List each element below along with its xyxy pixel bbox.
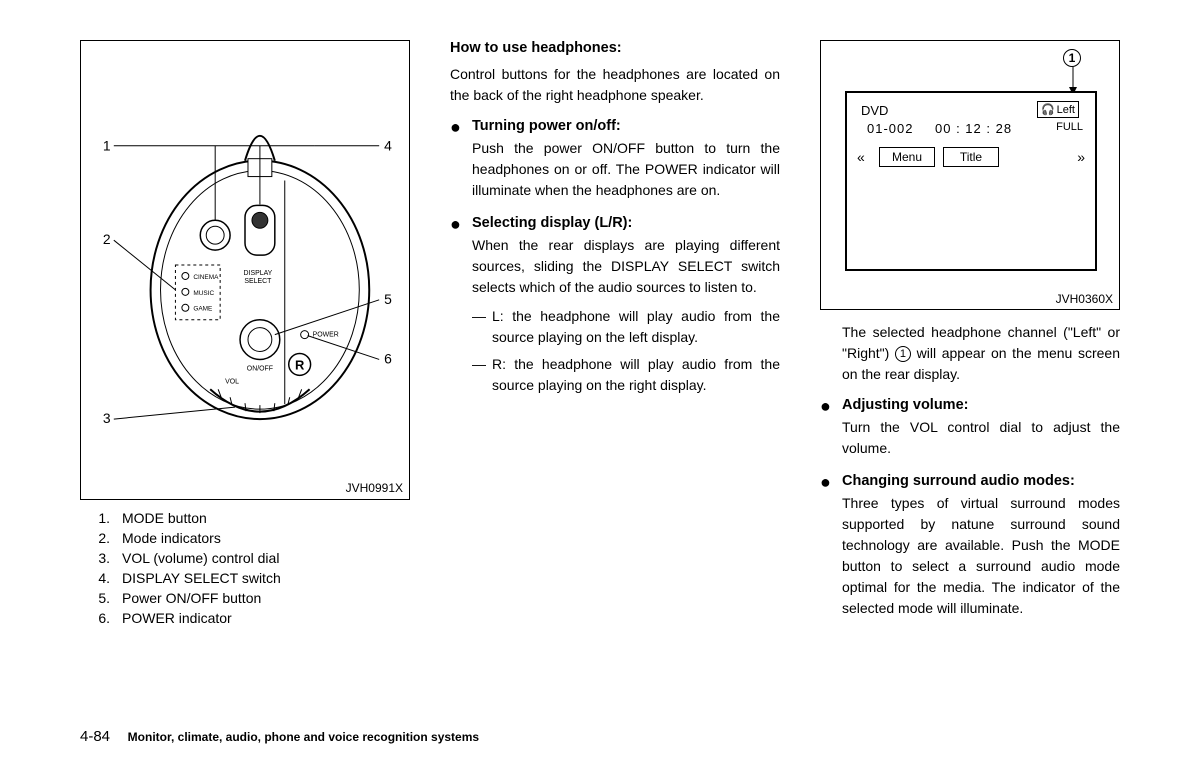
title-button: Title bbox=[943, 147, 999, 167]
bullet-volume: ● Adjusting volume: Turn the VOL control… bbox=[820, 397, 1120, 467]
svg-text:3: 3 bbox=[103, 410, 111, 426]
bullet-title: Turning power on/off: bbox=[472, 118, 780, 134]
svg-text:GAME: GAME bbox=[193, 306, 213, 313]
inline-callout-1: 1 bbox=[895, 346, 911, 362]
bullet-dot-icon: ● bbox=[450, 215, 472, 402]
bullet-text: When the rear displays are playing diffe… bbox=[472, 235, 780, 298]
menu-button: Menu bbox=[879, 147, 935, 167]
svg-text:SELECT: SELECT bbox=[244, 278, 272, 285]
figure2-code: JVH0360X bbox=[1056, 292, 1113, 306]
legend-item: 5.Power ON/OFF button bbox=[80, 590, 410, 606]
svg-text:MUSIC: MUSIC bbox=[193, 290, 214, 297]
page-number: 4-84 bbox=[80, 728, 110, 745]
svg-text:ON/OFF: ON/OFF bbox=[247, 365, 273, 372]
bullet-dot-icon: ● bbox=[450, 118, 472, 209]
bullet-text: Three types of virtual surround modes su… bbox=[842, 493, 1120, 619]
heading-how-to-use: How to use headphones: bbox=[450, 40, 780, 56]
bullet-title: Changing surround audio modes: bbox=[842, 473, 1120, 489]
bullet-surround: ● Changing surround audio modes: Three t… bbox=[820, 473, 1120, 627]
svg-text:VOL: VOL bbox=[225, 378, 239, 385]
svg-text:5: 5 bbox=[384, 291, 392, 307]
legend-item: 3.VOL (volume) control dial bbox=[80, 550, 410, 566]
svg-text:DISPLAY: DISPLAY bbox=[244, 270, 273, 277]
figure-headphone: DISPLAY SELECT CINEMA MUSIC GAME ON/OFF … bbox=[80, 40, 410, 500]
intro-paragraph: Control buttons for the headphones are l… bbox=[450, 64, 780, 106]
page-footer: 4-84 Monitor, climate, audio, phone and … bbox=[80, 728, 479, 745]
legend-item: 2.Mode indicators bbox=[80, 530, 410, 546]
svg-text:CINEMA: CINEMA bbox=[193, 274, 219, 281]
column-2: How to use headphones: Control buttons f… bbox=[450, 40, 780, 633]
figure1-legend: 1.MODE button 2.Mode indicators 3.VOL (v… bbox=[80, 510, 410, 626]
svg-text:6: 6 bbox=[384, 350, 392, 366]
dash-item-l: — L: the headphone will play audio from … bbox=[472, 306, 780, 348]
bullet-display-select: ● Selecting display (L/R): When the rear… bbox=[450, 215, 780, 402]
dash-item-r: — R: the headphone will play audio from … bbox=[472, 354, 780, 396]
channel-paragraph: The selected headphone channel ("Left" o… bbox=[842, 322, 1120, 385]
column-1: DISPLAY SELECT CINEMA MUSIC GAME ON/OFF … bbox=[80, 40, 410, 633]
svg-text:POWER: POWER bbox=[313, 332, 339, 339]
right-arrow-icon: » bbox=[1077, 149, 1085, 165]
headphone-icon: 🎧 bbox=[1041, 103, 1055, 116]
svg-text:R: R bbox=[295, 357, 305, 372]
svg-text:2: 2 bbox=[103, 231, 111, 247]
dvd-screen: DVD 01-002 00 : 12 : 28 🎧Left FULL « Men… bbox=[845, 91, 1097, 271]
headphone-channel-box: 🎧Left bbox=[1037, 101, 1079, 118]
manual-page: DISPLAY SELECT CINEMA MUSIC GAME ON/OFF … bbox=[0, 0, 1200, 653]
bullet-title: Adjusting volume: bbox=[842, 397, 1120, 413]
column-3: 1 DVD 01-002 00 : 12 : 28 🎧Left FULL « M… bbox=[820, 40, 1120, 633]
svg-text:1: 1 bbox=[103, 138, 111, 154]
bullet-text: Turn the VOL control dial to adjust the … bbox=[842, 417, 1120, 459]
screen-full: FULL bbox=[1056, 121, 1083, 133]
bullet-text: Push the power ON/OFF button to turn the… bbox=[472, 138, 780, 201]
bullet-dot-icon: ● bbox=[820, 397, 842, 467]
legend-item: 6.POWER indicator bbox=[80, 610, 410, 626]
legend-item: 1.MODE button bbox=[80, 510, 410, 526]
svg-text:4: 4 bbox=[384, 138, 392, 154]
figure-screen: 1 DVD 01-002 00 : 12 : 28 🎧Left FULL « M… bbox=[820, 40, 1120, 310]
section-title: Monitor, climate, audio, phone and voice… bbox=[128, 730, 479, 744]
left-arrow-icon: « bbox=[857, 149, 865, 165]
screen-dvd-label: DVD bbox=[861, 103, 888, 118]
screen-time: 00 : 12 : 28 bbox=[935, 121, 1012, 136]
bullet-title: Selecting display (L/R): bbox=[472, 215, 780, 231]
bullet-power: ● Turning power on/off: Push the power O… bbox=[450, 118, 780, 209]
headphone-diagram-svg: DISPLAY SELECT CINEMA MUSIC GAME ON/OFF … bbox=[81, 41, 409, 499]
figure1-code: JVH0991X bbox=[346, 481, 403, 495]
callout-1: 1 bbox=[1063, 49, 1081, 67]
bullet-dot-icon: ● bbox=[820, 473, 842, 627]
legend-item: 4.DISPLAY SELECT switch bbox=[80, 570, 410, 586]
screen-track: 01-002 bbox=[867, 121, 913, 136]
